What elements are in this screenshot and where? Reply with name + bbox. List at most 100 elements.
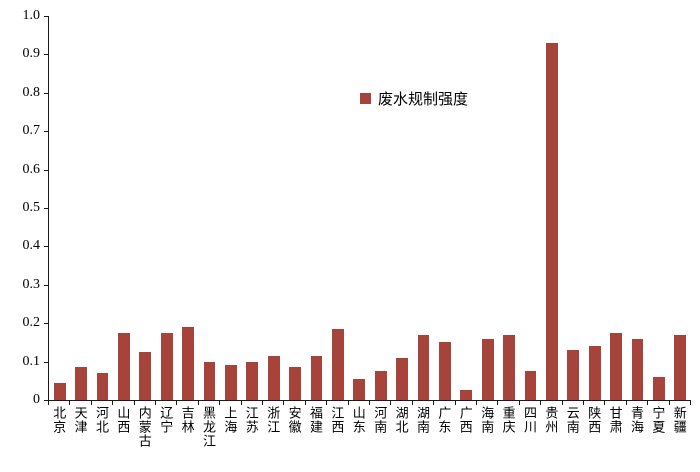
y-tick-label: 0.2 (22, 315, 41, 331)
x-tick-mark (476, 401, 477, 405)
bar (417, 334, 430, 400)
x-tick-label: 云南 (564, 406, 580, 434)
y-tick-label: 0.1 (22, 353, 41, 369)
x-tick-mark (668, 401, 670, 405)
y-tick-mark (44, 361, 48, 363)
x-tick-mark (583, 401, 584, 405)
x-tick-label: 上海 (222, 406, 238, 434)
x-tick-label: 重庆 (500, 406, 516, 434)
x-tick-label: 山西 (115, 406, 131, 434)
x-tick-label: 浙江 (265, 406, 281, 434)
x-tick-mark (390, 401, 392, 405)
y-tick-label: 0.9 (22, 46, 41, 62)
bar (631, 338, 644, 400)
y-tick-mark (44, 92, 48, 94)
x-tick-label: 黑龙江 (201, 406, 216, 448)
bar (160, 332, 173, 400)
y-tick-mark (44, 54, 48, 56)
x-tick-label: 吉林 (179, 406, 195, 434)
bar (224, 365, 237, 400)
bar (267, 355, 280, 400)
x-tick-mark (540, 401, 542, 405)
x-tick-mark (176, 401, 178, 405)
x-tick-label: 河北 (94, 406, 109, 434)
bar (652, 376, 665, 400)
bar (374, 371, 387, 400)
bar (117, 332, 130, 400)
y-tick-mark (44, 246, 48, 248)
y-tick-label: 0.8 (22, 84, 41, 100)
y-tick-mark (44, 284, 48, 286)
x-tick-mark (304, 401, 306, 405)
y-tick-mark (44, 16, 48, 17)
x-tick-mark (497, 401, 499, 405)
y-tick-label: 1.0 (22, 8, 41, 23)
bar (460, 390, 473, 400)
bar (396, 357, 409, 400)
x-tick-label: 新疆 (671, 406, 687, 434)
y-tick-label: 0.5 (22, 200, 41, 215)
legend-swatch-icon (360, 93, 371, 104)
x-tick-mark (625, 401, 627, 405)
bar (438, 342, 451, 400)
y-tick-mark (44, 131, 48, 133)
x-tick-label: 江苏 (243, 406, 259, 434)
x-tick-label: 山东 (350, 406, 366, 434)
x-tick-mark (69, 401, 71, 405)
bar (503, 334, 516, 400)
bar (75, 367, 88, 400)
x-tick-label: 北京 (51, 406, 67, 434)
x-tick-label: 江西 (329, 406, 345, 434)
x-tick-mark (347, 401, 349, 405)
bar (674, 334, 687, 400)
y-tick-label: 0.4 (22, 238, 41, 254)
x-tick-label: 宁夏 (650, 406, 666, 434)
x-tick-label: 天津 (72, 406, 88, 434)
bar (353, 378, 366, 400)
x-tick-label: 福建 (308, 406, 323, 434)
bar (139, 352, 152, 400)
x-tick-mark (48, 401, 49, 405)
bar (567, 350, 580, 400)
x-tick-label: 甘肃 (607, 406, 623, 434)
x-tick-label: 湖南 (415, 406, 430, 434)
x-tick-label: 河南 (372, 406, 388, 434)
x-tick-label: 安徽 (286, 406, 302, 434)
plot-area (48, 16, 691, 401)
bar (610, 332, 623, 400)
legend-label: 废水规制强度 (378, 92, 469, 108)
x-tick-mark (262, 401, 263, 405)
x-tick-mark (518, 401, 520, 405)
x-tick-label: 湖北 (393, 406, 409, 434)
x-tick-mark (369, 401, 370, 405)
x-tick-label: 陕西 (586, 406, 602, 434)
bar (53, 382, 66, 400)
x-tick-mark (219, 401, 221, 405)
x-tick-mark (604, 401, 606, 405)
x-tick-mark (133, 401, 135, 405)
y-tick-label: 0.6 (22, 161, 41, 177)
legend: 废水规制强度 (360, 88, 468, 109)
x-tick-label: 四川 (522, 406, 537, 434)
x-tick-mark (411, 401, 413, 405)
x-tick-mark (561, 401, 563, 405)
x-tick-mark (433, 401, 435, 405)
y-tick-mark (44, 323, 48, 325)
x-tick-mark (155, 401, 156, 405)
x-tick-mark (326, 401, 328, 405)
bar (182, 327, 195, 400)
x-tick-mark (454, 401, 456, 405)
y-tick-mark (44, 400, 48, 401)
bar (524, 371, 537, 400)
bar (246, 361, 259, 400)
x-tick-label: 青海 (629, 406, 644, 434)
x-tick-mark (647, 401, 649, 405)
x-tick-mark (283, 401, 285, 405)
y-tick-label: 0.7 (22, 123, 41, 139)
y-tick-label: 0 (33, 392, 40, 407)
x-tick-label: 海南 (479, 406, 495, 434)
x-tick-mark (90, 401, 92, 405)
x-tick-mark (112, 401, 114, 405)
y-tick-mark (44, 169, 48, 171)
x-tick-mark (197, 401, 199, 405)
